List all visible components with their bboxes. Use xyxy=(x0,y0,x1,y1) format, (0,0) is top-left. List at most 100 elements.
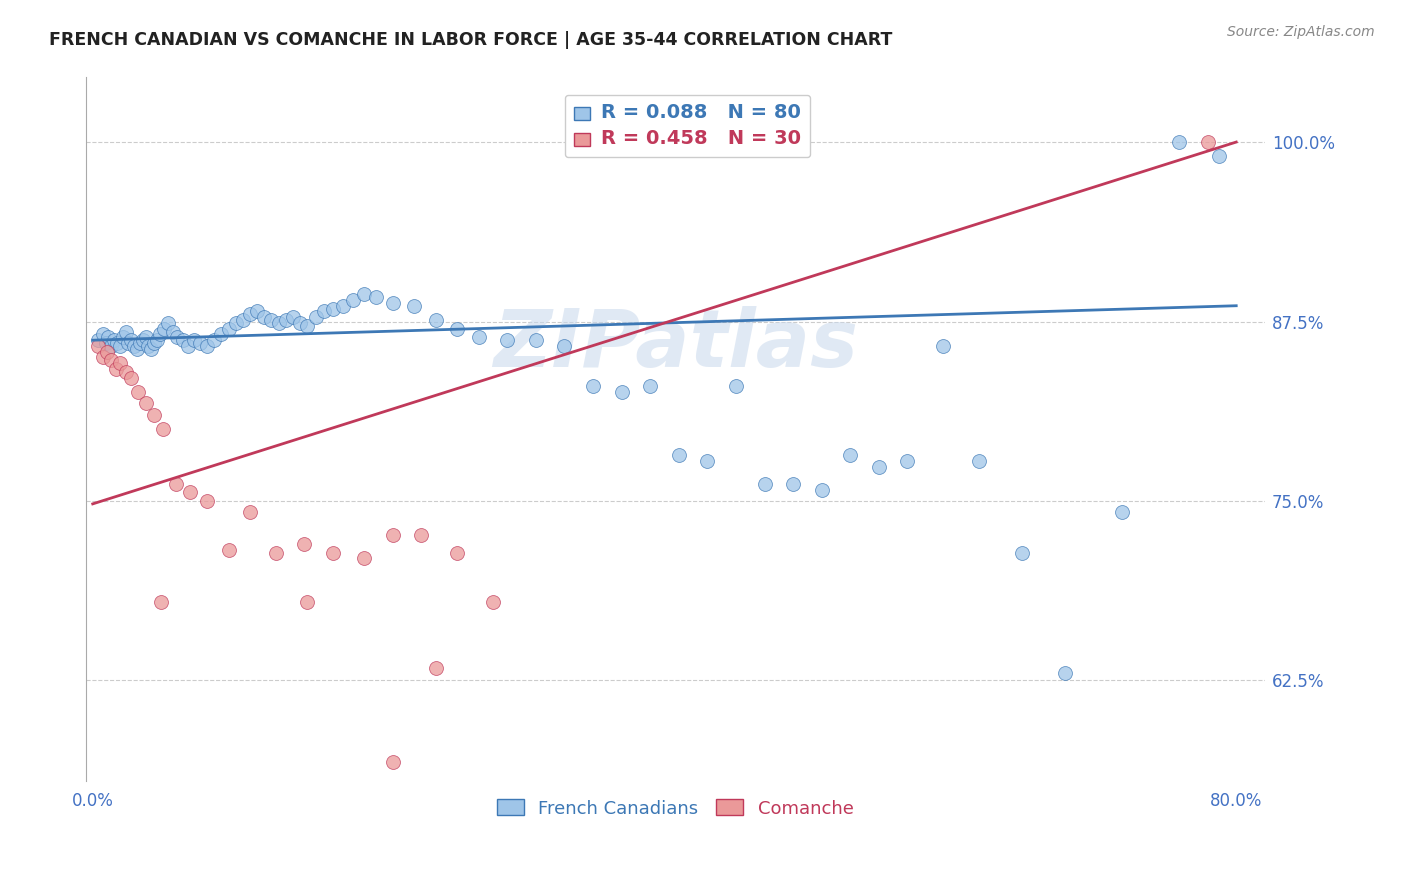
Point xyxy=(153,322,176,336)
Point xyxy=(239,307,262,321)
Text: ZIPatlas: ZIPatlas xyxy=(492,306,858,384)
Point xyxy=(839,448,862,462)
Point xyxy=(105,336,128,351)
Point xyxy=(225,316,247,330)
Point xyxy=(202,333,225,347)
Point xyxy=(111,330,134,344)
Point xyxy=(209,327,232,342)
Point xyxy=(267,316,290,330)
Point xyxy=(264,546,287,560)
Point xyxy=(754,476,776,491)
Point xyxy=(177,339,200,353)
Point xyxy=(150,594,173,608)
Point xyxy=(172,333,194,347)
Point xyxy=(260,313,283,327)
Point xyxy=(96,344,118,359)
Point xyxy=(104,362,127,376)
Point xyxy=(94,336,117,351)
Point xyxy=(239,506,262,520)
Point xyxy=(87,339,110,353)
Point xyxy=(381,296,404,310)
Point xyxy=(411,528,433,542)
Point xyxy=(425,660,447,674)
Point xyxy=(295,318,318,333)
Point xyxy=(638,379,661,393)
Point xyxy=(524,333,547,347)
Point xyxy=(166,330,188,344)
Point xyxy=(117,336,139,351)
Point xyxy=(122,339,145,353)
Point xyxy=(100,353,122,368)
Point xyxy=(381,756,404,770)
Point xyxy=(295,594,318,608)
Point xyxy=(149,327,172,342)
Point xyxy=(108,356,131,370)
Point xyxy=(1197,135,1219,149)
Point xyxy=(1053,666,1076,681)
Text: FRENCH CANADIAN VS COMANCHE IN LABOR FORCE | AGE 35-44 CORRELATION CHART: FRENCH CANADIAN VS COMANCHE IN LABOR FOR… xyxy=(49,31,893,49)
Point xyxy=(120,370,142,384)
Point xyxy=(342,293,364,307)
Point xyxy=(146,333,169,347)
Point xyxy=(610,384,633,399)
Point xyxy=(165,476,187,491)
Point xyxy=(782,476,804,491)
Point xyxy=(183,333,205,347)
Point xyxy=(157,316,180,330)
Text: Source: ZipAtlas.com: Source: ZipAtlas.com xyxy=(1227,25,1375,39)
Point xyxy=(143,336,166,351)
Point xyxy=(135,396,157,410)
Legend: French Canadians, Comanche: French Canadians, Comanche xyxy=(489,792,860,825)
Point xyxy=(425,313,447,327)
Point xyxy=(322,301,344,316)
Point xyxy=(724,379,747,393)
Point xyxy=(120,333,142,347)
Point xyxy=(353,551,375,566)
Point xyxy=(97,330,120,344)
Point xyxy=(553,339,575,353)
Point xyxy=(322,546,344,560)
Point xyxy=(810,483,832,497)
Point xyxy=(446,546,468,560)
Point xyxy=(253,310,276,325)
Point xyxy=(482,594,505,608)
Point xyxy=(100,339,122,353)
Point xyxy=(364,290,387,304)
Point xyxy=(1168,135,1191,149)
Point xyxy=(288,316,311,330)
Point xyxy=(305,310,328,325)
Point xyxy=(218,322,240,336)
Point xyxy=(381,528,404,542)
Point xyxy=(896,454,918,468)
Point xyxy=(932,339,955,353)
Point xyxy=(195,339,218,353)
Point xyxy=(135,330,157,344)
Point xyxy=(162,325,184,339)
Point xyxy=(281,310,304,325)
Point xyxy=(188,336,211,351)
Point xyxy=(292,537,315,551)
Point xyxy=(582,379,605,393)
Point xyxy=(696,454,718,468)
Point xyxy=(496,333,519,347)
Point xyxy=(114,325,136,339)
Point xyxy=(91,327,114,342)
Point xyxy=(467,330,489,344)
Point xyxy=(868,459,890,474)
Point xyxy=(125,342,148,356)
Point xyxy=(127,384,149,399)
Point xyxy=(108,339,131,353)
Point xyxy=(353,287,375,301)
Point xyxy=(332,299,354,313)
Point xyxy=(138,339,160,353)
Point xyxy=(232,313,254,327)
Point xyxy=(179,485,201,500)
Point xyxy=(1011,546,1033,560)
Point xyxy=(143,408,166,422)
Point xyxy=(132,333,155,347)
Point xyxy=(218,542,240,557)
Point xyxy=(1111,506,1133,520)
Point xyxy=(1208,149,1230,163)
Point xyxy=(141,342,163,356)
Point xyxy=(103,333,125,347)
